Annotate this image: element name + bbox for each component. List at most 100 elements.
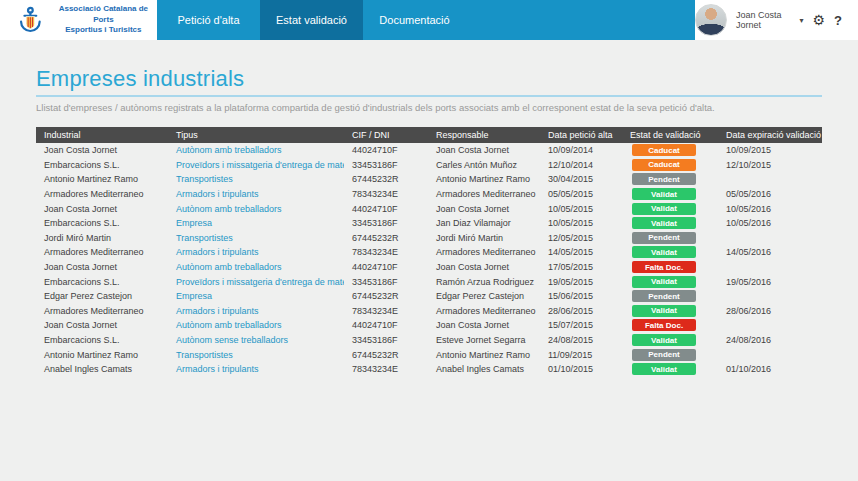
tipus-link-cell: Armadors i tripulants (168, 187, 344, 202)
status-badge-cell: Validat (622, 304, 718, 319)
table-row: Joan Costa Jornet Autònom amb treballador… (36, 143, 822, 158)
chevron-down-icon[interactable]: ▾ (799, 16, 803, 25)
column-header-data-petici-alta: Data petició alta (540, 127, 622, 143)
tipus-link[interactable]: Transportistes (176, 233, 233, 243)
table-row: Embarcacions S.L.Proveïdors i missatgeri… (36, 274, 822, 289)
tipus-link[interactable]: Armadors i tripulants (176, 247, 259, 257)
brand-logo[interactable]: Associació Catalana de Ports Esportius i… (0, 0, 157, 40)
tipus-link[interactable]: Empresa (176, 218, 212, 228)
industrial-cell: Joan Costa Jornet (36, 143, 168, 158)
status-badge: Validat (632, 334, 696, 346)
table-row: Embarcacions S.L.Proveïdors i missatgeri… (36, 158, 822, 173)
brand-name: Associació Catalana de Ports Esportius i… (50, 4, 157, 35)
status-badge: Pendent (632, 349, 696, 361)
industrial-cell: Antonio Martinez Ramo (36, 172, 168, 187)
tab-estat-validaci[interactable]: Estat validació (260, 0, 363, 40)
industrial-cell: Embarcacions S.L. (36, 216, 168, 231)
status-badge: Validat (632, 217, 696, 229)
table-body: Joan Costa Jornet Autònom amb treballador… (36, 143, 822, 377)
data-peticio-cell: 19/05/2015 (540, 274, 622, 289)
data-expiracio-cell (718, 260, 822, 275)
tipus-link[interactable]: Transportistes (176, 350, 233, 360)
tipus-link[interactable]: Autònom amb treballadors (176, 145, 282, 155)
title-divider (36, 95, 822, 97)
status-badge-cell: Caducat (622, 158, 718, 173)
user-avatar[interactable] (695, 4, 727, 36)
status-badge: Falta Doc. (632, 319, 696, 331)
main-content: Empreses industrials Llistat d'empreses … (0, 40, 858, 377)
tab-petici-d-alta[interactable]: Petició d'alta (157, 0, 260, 40)
tipus-link-cell: Armadors i tripulants (168, 362, 344, 377)
data-expiracio-cell: 19/05/2016 (718, 274, 822, 289)
tipus-link[interactable]: Autònom amb treballadors (176, 204, 282, 214)
cif-cell: 33453186F (344, 333, 428, 348)
tipus-link[interactable]: Autònom sense treballadors (176, 335, 288, 345)
table-row: Edgar Perez CastejonEmpresa67445232REdga… (36, 289, 822, 304)
responsable-cell: Armadores Mediterraneo (428, 245, 540, 260)
industrial-cell: Armadores Mediterraneo (36, 187, 168, 202)
user-name[interactable]: Joan Costa Jornet (736, 10, 790, 30)
tipus-link[interactable]: Armadors i tripulants (176, 189, 259, 199)
status-badge: Falta Doc. (632, 261, 696, 273)
data-expiracio-cell (718, 289, 822, 304)
status-badge: Validat (632, 305, 696, 317)
data-peticio-cell: 15/07/2015 (540, 318, 622, 333)
industrial-cell: Joan Costa Jornet (36, 260, 168, 275)
table-row: Armadores Mediterraneo Armadors i tripula… (36, 245, 822, 260)
responsable-cell: Antonio Martinez Ramo (428, 172, 540, 187)
tab-documentaci[interactable]: Documentació (363, 0, 466, 40)
table-row: Joan Costa Jornet Autònom amb treballador… (36, 260, 822, 275)
data-peticio-cell: 10/05/2015 (540, 201, 622, 216)
user-area: Joan Costa Jornet ▾ ⚙ ? (695, 0, 858, 40)
tipus-link[interactable]: Proveïdors i missatgeria d'entrega de ma… (176, 160, 344, 170)
data-peticio-cell: 15/06/2015 (540, 289, 622, 304)
gear-icon[interactable]: ⚙ (812, 13, 825, 27)
table-row: Antonio Martinez RamoTransportistes67445… (36, 347, 822, 362)
page-title: Empreses industrials (36, 66, 822, 92)
cif-cell: 33453186F (344, 158, 428, 173)
responsable-cell: Joan Costa Jornet (428, 201, 540, 216)
data-expiracio-cell (718, 172, 822, 187)
cif-cell: 44024710F (344, 318, 428, 333)
table-row: Jordi Miró MartinTransportistes67445232R… (36, 231, 822, 246)
data-expiracio-cell: 10/05/2016 (718, 201, 822, 216)
data-expiracio-cell (718, 347, 822, 362)
tipus-link[interactable]: Autònom amb treballadors (176, 262, 282, 272)
data-peticio-cell: 10/05/2015 (540, 216, 622, 231)
responsable-cell: Anabel Ingles Camats (428, 362, 540, 377)
tipus-link[interactable]: Transportistes (176, 174, 233, 184)
help-icon[interactable]: ? (834, 14, 842, 27)
cif-cell: 44024710F (344, 260, 428, 275)
data-peticio-cell: 24/08/2015 (540, 333, 622, 348)
responsable-cell: Joan Costa Jornet (428, 143, 540, 158)
industrial-cell: Armadores Mediterraneo (36, 304, 168, 319)
responsable-cell: Armadores Mediterraneo (428, 304, 540, 319)
industrial-cell: Joan Costa Jornet (36, 318, 168, 333)
status-badge-cell: Caducat (622, 143, 718, 158)
tipus-link[interactable]: Armadors i tripulants (176, 306, 259, 316)
data-peticio-cell: 28/06/2015 (540, 304, 622, 319)
tipus-link[interactable]: Armadors i tripulants (176, 364, 259, 374)
status-badge-cell: Validat (622, 216, 718, 231)
tipus-link[interactable]: Proveïdors i missatgeria d'entrega de ma… (176, 277, 344, 287)
column-header-estat-de-validaci: Estat de validació (622, 127, 718, 143)
table-row: Armadores Mediterraneo Armadors i tripula… (36, 187, 822, 202)
industrial-cell: Anabel Ingles Camats (36, 362, 168, 377)
tipus-link[interactable]: Empresa (176, 291, 212, 301)
industrial-cell: Armadores Mediterraneo (36, 245, 168, 260)
data-expiracio-cell: 01/10/2016 (718, 362, 822, 377)
table-row: Joan Costa Jornet Autònom amb treballador… (36, 201, 822, 216)
status-badge: Validat (632, 203, 696, 215)
column-header-tipus: Tipus (168, 127, 344, 143)
industrial-cell: Embarcacions S.L. (36, 333, 168, 348)
data-peticio-cell: 11/09/2015 (540, 347, 622, 362)
column-header-industrial: Industrial (36, 127, 168, 143)
responsable-cell: Joan Costa Jornet (428, 260, 540, 275)
status-badge-cell: Validat (622, 274, 718, 289)
cif-cell: 33453186F (344, 216, 428, 231)
status-badge: Validat (632, 188, 696, 200)
table-row: Armadores Mediterraneo Armadors i tripula… (36, 304, 822, 319)
responsable-cell: Ramón Arzua Rodriguez (428, 274, 540, 289)
tipus-link[interactable]: Autònom amb treballadors (176, 320, 282, 330)
industrial-cell: Antonio Martinez Ramo (36, 347, 168, 362)
